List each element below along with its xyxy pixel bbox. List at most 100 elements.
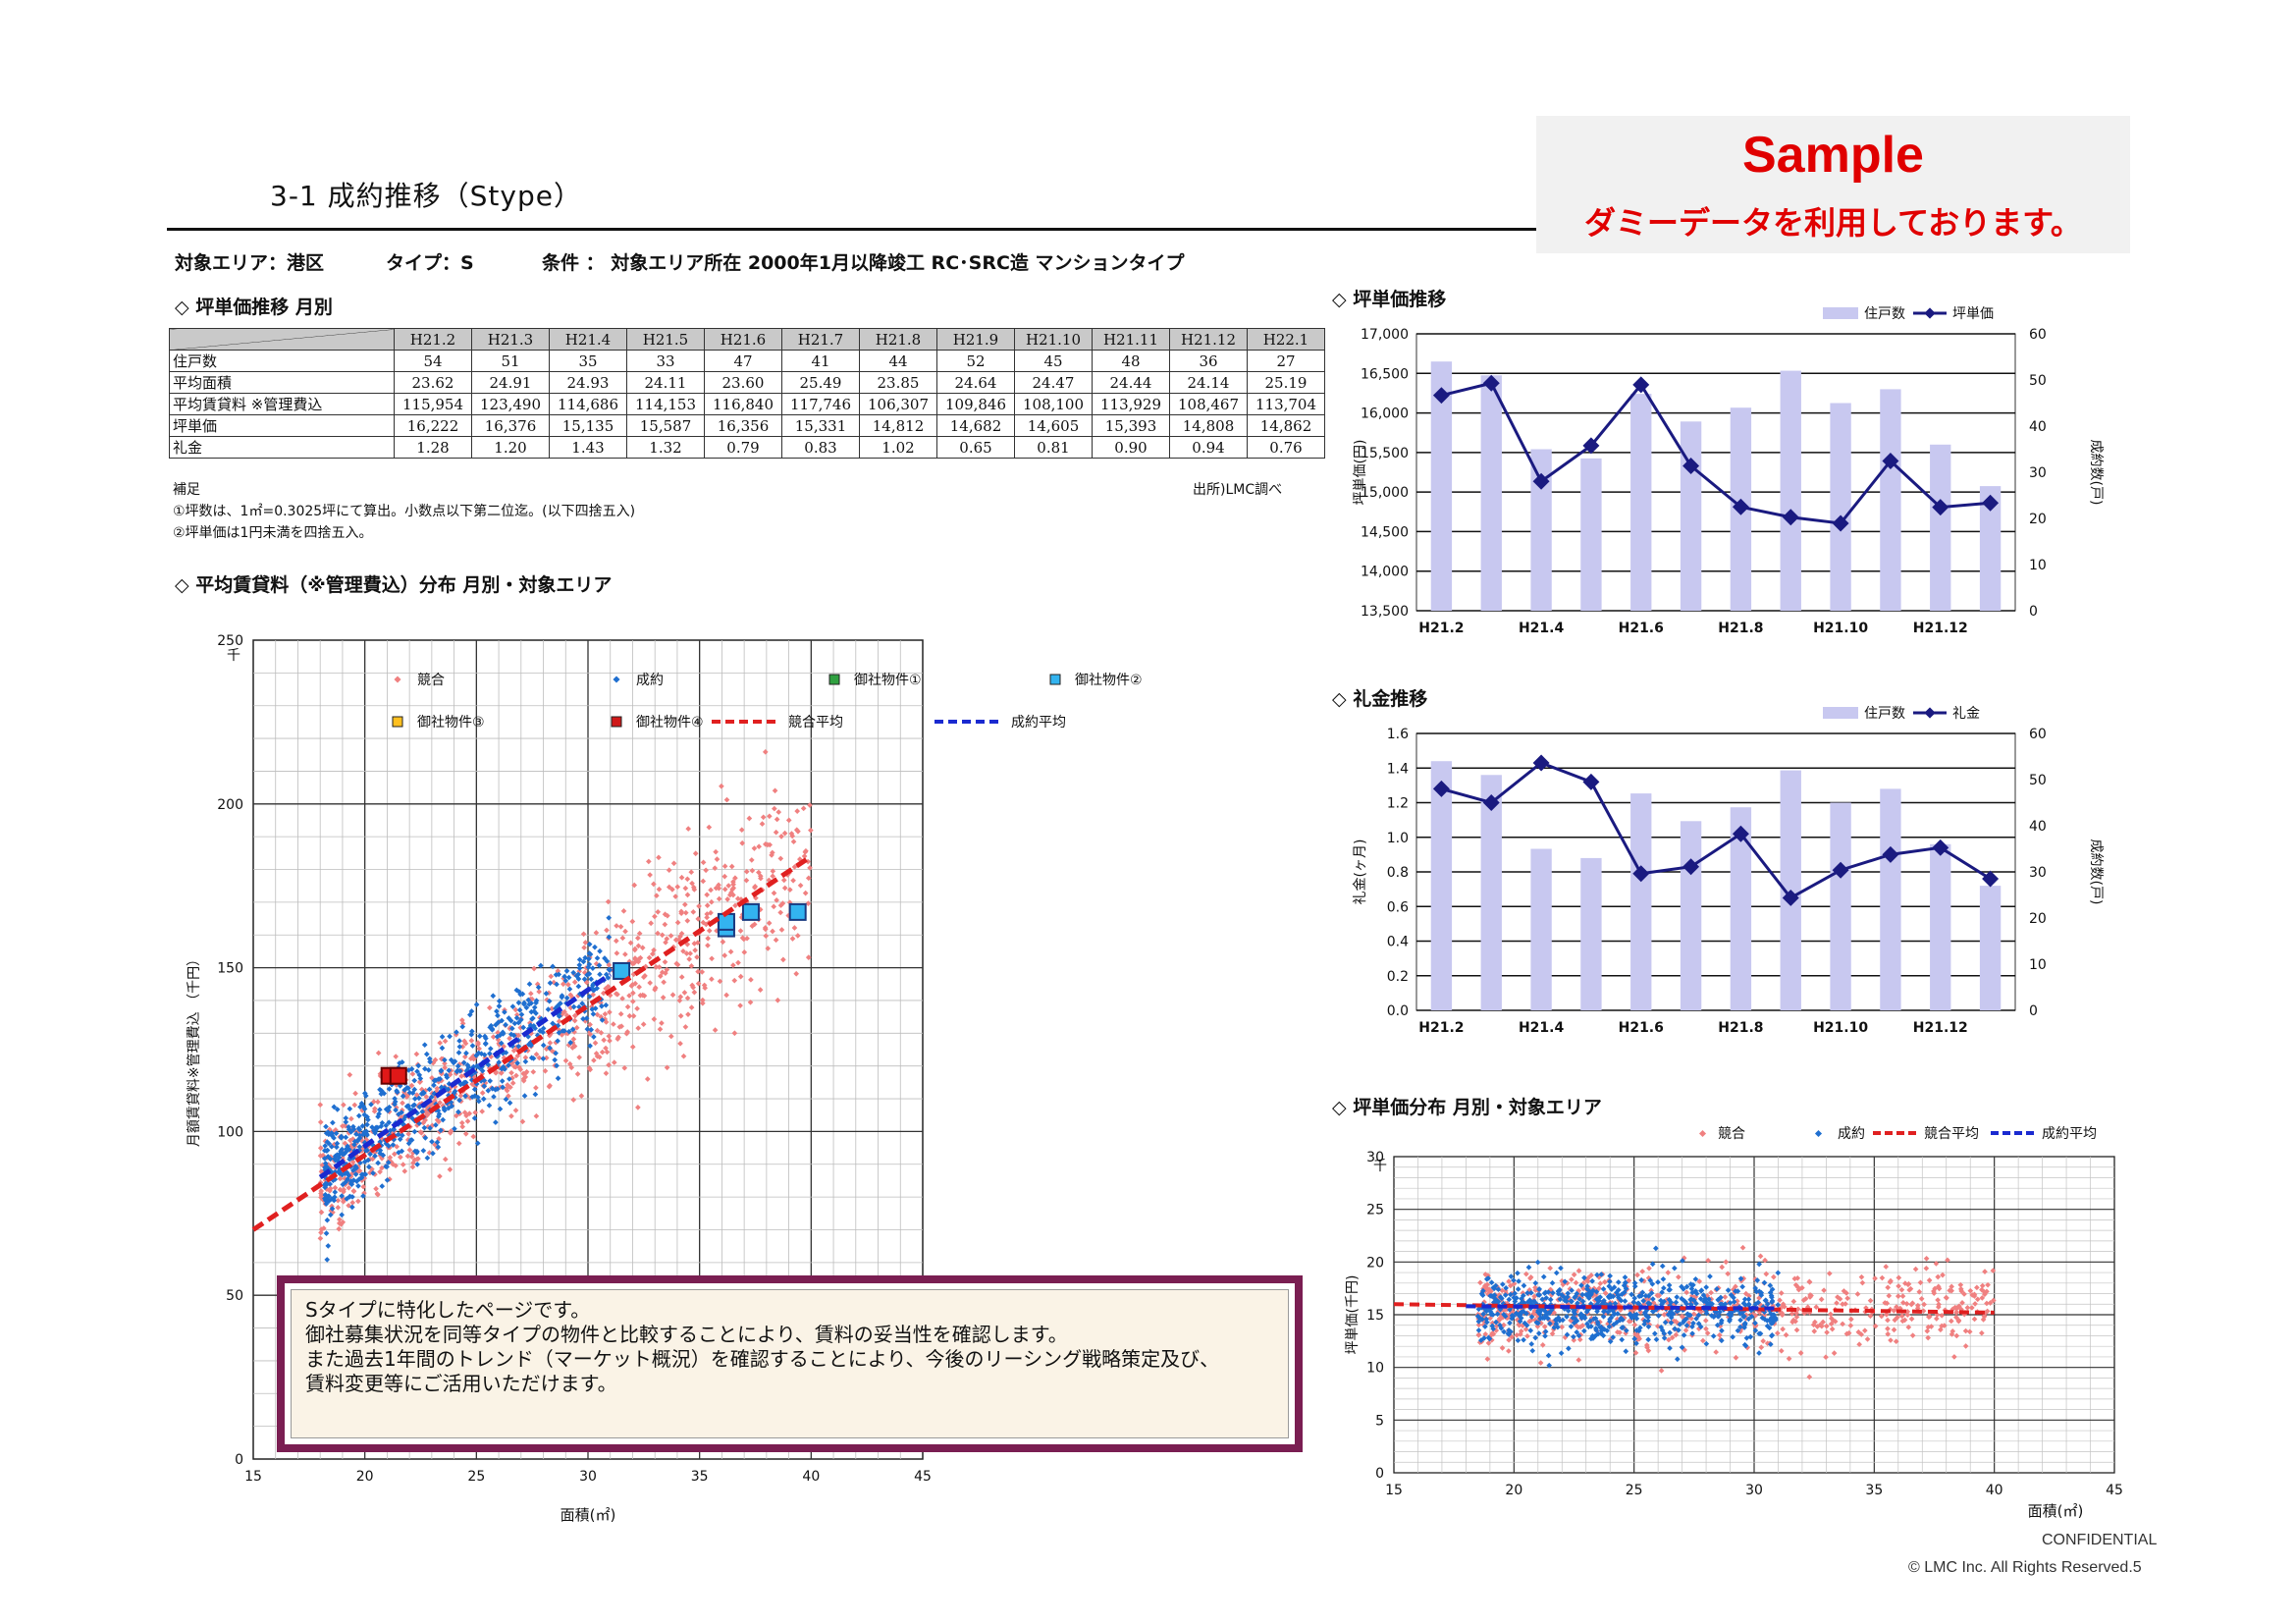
chart-point-contract (559, 994, 565, 1001)
chart-point-contract (400, 1093, 406, 1100)
tick-label: 40 (802, 1469, 820, 1485)
chart-point-compete (567, 992, 574, 999)
chart-point-contract (586, 994, 593, 1000)
chart-point-compete (1845, 1329, 1852, 1336)
chart-point-compete (604, 927, 610, 934)
chart-point-contract (1572, 1311, 1578, 1317)
chart-point-compete (704, 914, 710, 921)
chart-bar (1930, 444, 1951, 611)
chart-point-compete (1925, 1334, 1932, 1341)
chart-point-compete (738, 827, 745, 834)
x-tick-label: H21.10 (1813, 621, 1868, 636)
chart-point-contract (1568, 1324, 1575, 1329)
chart-point-compete (1858, 1273, 1865, 1280)
chart-point-compete (721, 886, 728, 893)
chart-point-compete (720, 939, 726, 946)
chart-point-contract (1752, 1327, 1759, 1333)
chart-point-compete (606, 962, 613, 968)
chart-point-compete (716, 895, 722, 902)
tick-label: 0 (2029, 1003, 2038, 1019)
chart-point-compete (629, 918, 636, 925)
chart-point-compete (762, 925, 769, 931)
chart-point-compete (1614, 1329, 1621, 1335)
chart-bar (1530, 848, 1552, 1010)
chart-point-compete (766, 920, 773, 926)
chart-point-contract (535, 984, 542, 991)
table-cell: 0.76 (1247, 436, 1325, 459)
chart-point-compete (743, 868, 750, 875)
chart-point-compete (688, 869, 695, 876)
chart-point-compete (1532, 1284, 1538, 1291)
tsubo-table: H21.2 H21.3 H21.4 H21.5 H21.6 H21.7 H21.8 H21.9… (169, 328, 1325, 459)
chart-point-contract (431, 1077, 438, 1084)
chart-point-compete (700, 859, 707, 866)
chart-point-contract (1661, 1330, 1668, 1337)
chart-point-contract (1667, 1329, 1673, 1336)
chart-point-compete (702, 985, 708, 992)
trendline-compete-avg (251, 854, 813, 1232)
chart-point-contract (346, 1126, 352, 1133)
table-cell: 113,704 (1247, 393, 1325, 415)
chart-point-contract (565, 1028, 572, 1035)
chart-point-contract (576, 956, 583, 963)
tick-label: 45 (914, 1469, 932, 1485)
chart-bar (1580, 458, 1602, 611)
chart-point-compete (666, 867, 672, 874)
chart-point-compete (789, 936, 796, 942)
chart-point-contract (526, 981, 533, 988)
chart-point-contract (499, 1017, 505, 1024)
chart-point-compete (728, 863, 735, 870)
chart-point-contract (1536, 1286, 1542, 1292)
chart-point-compete (757, 987, 764, 993)
chart-point-contract (587, 1043, 593, 1049)
chart-point-contract (1715, 1297, 1722, 1303)
chart-point-compete (684, 995, 691, 1001)
section-scatter-title: ◇ 平均賃貸料（※管理費込）分布 月別・対象エリア (175, 574, 613, 596)
chart-point-compete (1666, 1336, 1672, 1343)
table-cell: 16,376 (471, 414, 550, 437)
chart-point-contract (399, 1132, 405, 1139)
chart-point-compete (629, 999, 636, 1004)
chart-point-contract (1585, 1290, 1592, 1297)
chart-point-contract (532, 1091, 539, 1098)
chart-point-compete (805, 900, 812, 906)
chart-point-contract (1681, 1331, 1687, 1338)
table-cell: 113,929 (1092, 393, 1170, 415)
table-cell: 114,153 (626, 393, 705, 415)
chart-point-compete (781, 885, 788, 892)
chart-point-compete (1990, 1268, 1997, 1273)
chart-point-compete (576, 1055, 582, 1060)
chart-point-contract (439, 1045, 446, 1052)
chart-point-compete (1956, 1303, 1962, 1310)
chart-point-compete (1939, 1312, 1946, 1319)
chart-point-compete (682, 909, 689, 916)
chart-point-compete (780, 877, 787, 884)
chart-point-compete (1948, 1318, 1954, 1325)
chart-point-compete (613, 991, 619, 997)
chart-point-compete (342, 1140, 348, 1147)
chart-point-contract (1515, 1337, 1522, 1344)
chart-point-contract (1710, 1314, 1717, 1321)
chart-point-compete (1792, 1318, 1798, 1325)
trendline-contract-avg (318, 972, 613, 1180)
chart-point-compete (572, 1012, 578, 1019)
chart-point-compete (770, 928, 775, 935)
chart-point-contract (334, 1107, 341, 1112)
chart-point-contract (1590, 1335, 1596, 1341)
chart-point-compete (629, 1044, 636, 1051)
chart-point-contract (1560, 1317, 1566, 1324)
chart-bar (1580, 857, 1602, 1010)
chart-point-compete (719, 783, 724, 789)
chart-point-compete (423, 1094, 430, 1100)
chart-point-contract (427, 1125, 433, 1131)
chart-point-compete (355, 1198, 361, 1205)
chart-point-contract (1537, 1316, 1543, 1322)
table-cell: 16,222 (394, 414, 472, 437)
chart-point-contract (476, 1033, 483, 1040)
chart-point-compete (749, 867, 756, 874)
chart-point-compete (747, 999, 754, 1005)
chart-point-contract (324, 1181, 331, 1187)
chart-point-compete (523, 1068, 530, 1075)
chart-point-compete (1966, 1328, 1973, 1335)
chart-point-contract (515, 1000, 522, 1006)
